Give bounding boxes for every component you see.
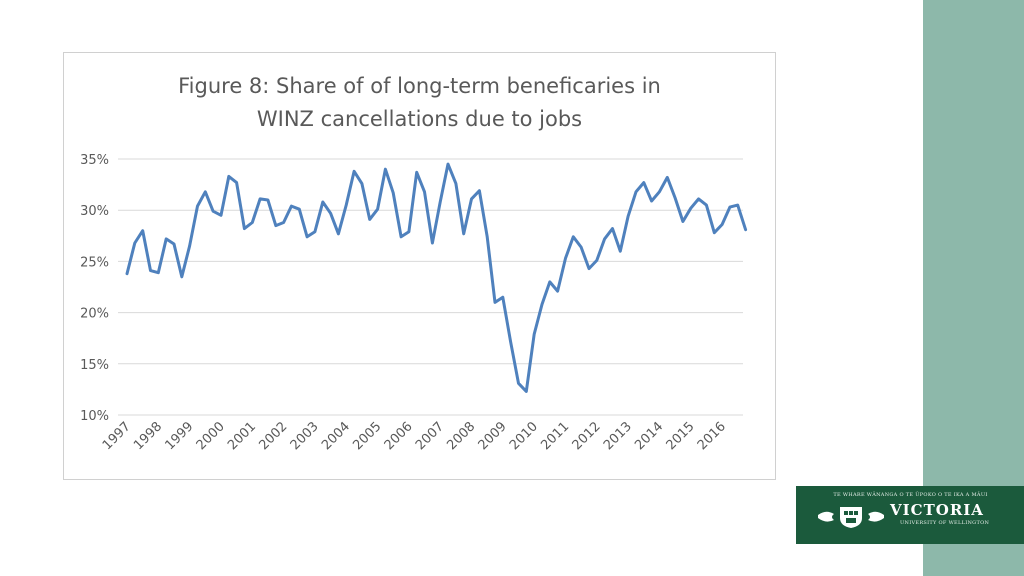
logo-subtitle: UNIVERSITY OF WELLINGTON (900, 520, 990, 526)
accent-side-band (923, 0, 1024, 576)
x-tick-label: 2007 (413, 419, 447, 453)
y-tick-label: 10% (80, 409, 109, 424)
university-crest-icon (818, 507, 884, 528)
x-tick-label: 2003 (288, 419, 322, 453)
chart-title-line-2: WINZ cancellations due to jobs (256, 107, 583, 131)
x-tick-label: 2005 (350, 419, 384, 453)
x-tick-label: 1997 (100, 419, 134, 453)
y-tick-label: 35% (80, 153, 109, 168)
y-tick-label: 15% (80, 358, 109, 373)
chart-title-line-1: Figure 8: Share of of long-term benefica… (178, 74, 661, 98)
y-tick-label: 20% (80, 307, 109, 322)
x-tick-label: 2010 (507, 419, 541, 453)
logo-name: VICTORIA (890, 501, 984, 519)
university-logo: TE WHARE WĀNANGA O TE ŪPOKO O TE IKA A M… (796, 486, 1024, 544)
chart-frame (63, 52, 776, 480)
x-tick-label: 2001 (225, 419, 259, 453)
x-tick-label: 2013 (601, 419, 635, 453)
x-tick-label: 2011 (538, 419, 572, 453)
x-tick-label: 2008 (444, 419, 478, 453)
x-tick-label: 2014 (632, 419, 666, 453)
logo-motto: TE WHARE WĀNANGA O TE ŪPOKO O TE IKA A M… (833, 492, 988, 498)
x-tick-label: 2006 (382, 419, 416, 453)
x-tick-label: 2012 (570, 419, 604, 453)
y-tick-label: 25% (80, 255, 109, 270)
x-tick-label: 1999 (162, 419, 196, 453)
chart-title: Figure 8: Share of of long-term benefica… (63, 70, 776, 136)
x-tick-label: 2015 (664, 419, 698, 453)
x-tick-label: 2000 (194, 419, 228, 453)
x-tick-label: 2004 (319, 419, 353, 453)
x-tick-label: 1998 (131, 419, 165, 453)
y-tick-label: 30% (80, 204, 109, 219)
x-tick-label: 2002 (256, 419, 290, 453)
x-tick-label: 2009 (476, 419, 510, 453)
series-line (125, 162, 748, 393)
x-tick-label: 2016 (695, 419, 729, 453)
